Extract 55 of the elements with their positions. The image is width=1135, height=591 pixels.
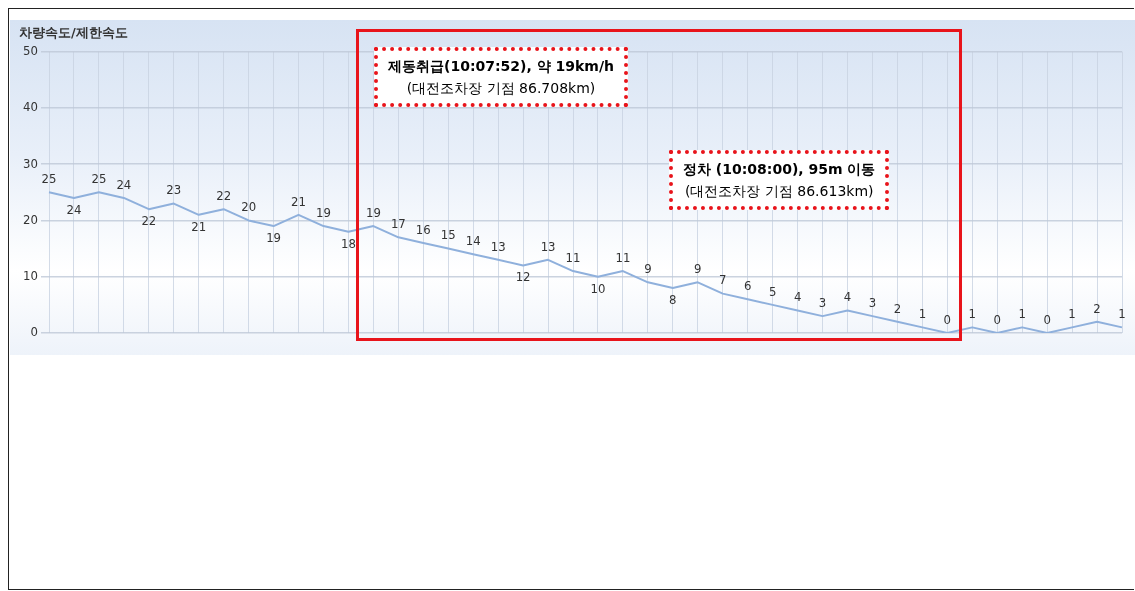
data-label: 19	[365, 204, 381, 220]
data-label: 10	[590, 280, 606, 296]
data-label: 18	[341, 235, 356, 251]
data-label: 9	[694, 261, 702, 277]
data-label: 22	[141, 213, 157, 229]
data-label: 3	[868, 294, 877, 310]
data-label: 13	[540, 238, 556, 254]
data-label: 21	[191, 218, 207, 234]
data-label: 21	[291, 193, 306, 209]
y-tick-label: 0	[30, 324, 38, 340]
y-tick-label: 30	[23, 155, 38, 171]
data-label: 4	[843, 289, 852, 305]
data-label: 25	[91, 171, 107, 187]
y-tick-label: 10	[23, 268, 38, 284]
data-label: 2	[1093, 300, 1101, 316]
data-label: 8	[669, 291, 677, 307]
data-label: 12	[515, 269, 531, 285]
data-label: 3	[818, 294, 827, 310]
annotation: 제동취급(10:07:52), 약 19km/h	[388, 57, 614, 76]
data-label: 14	[465, 233, 481, 249]
data-label: 4	[793, 289, 802, 305]
chart-title: 차량속도/제한속도	[19, 25, 128, 41]
data-label: 19	[316, 204, 331, 220]
data-label: 2	[893, 300, 902, 316]
data-label: 9	[644, 261, 652, 277]
annotation: (대전조차장 기점 86.708km)	[406, 80, 596, 96]
data-label: 16	[415, 221, 431, 237]
data-label: 1	[918, 306, 927, 322]
data-label: 20	[241, 199, 257, 215]
data-label: 19	[266, 229, 282, 245]
data-label: 1	[1068, 306, 1076, 322]
annotation: (대전조차장 기점 86.613km)	[684, 183, 874, 199]
data-label: 0	[1043, 311, 1051, 327]
data-label: 1	[1118, 306, 1126, 322]
data-label: 15	[440, 227, 456, 243]
data-label: 13	[490, 238, 506, 254]
data-label: 11	[615, 249, 631, 265]
data-label: 25	[41, 171, 57, 187]
data-label: 1	[1018, 306, 1026, 322]
data-label: 0	[943, 311, 952, 327]
data-label: 24	[66, 201, 82, 217]
y-tick-label: 20	[23, 211, 38, 227]
data-label: 23	[166, 182, 182, 198]
y-tick-label: 40	[23, 99, 38, 115]
data-label: 5	[768, 283, 777, 299]
data-label: 11	[565, 249, 581, 265]
annotation: 정차 (10:08:00), 95m 이동	[683, 160, 876, 179]
data-label: 22	[216, 188, 232, 204]
data-label: 7	[719, 272, 727, 288]
data-label: 0	[993, 311, 1001, 327]
y-tick-label: 50	[23, 42, 38, 58]
data-label: 24	[116, 176, 132, 192]
data-label: 6	[743, 278, 752, 294]
data-label: 1	[968, 306, 977, 322]
data-label: 17	[390, 216, 406, 232]
